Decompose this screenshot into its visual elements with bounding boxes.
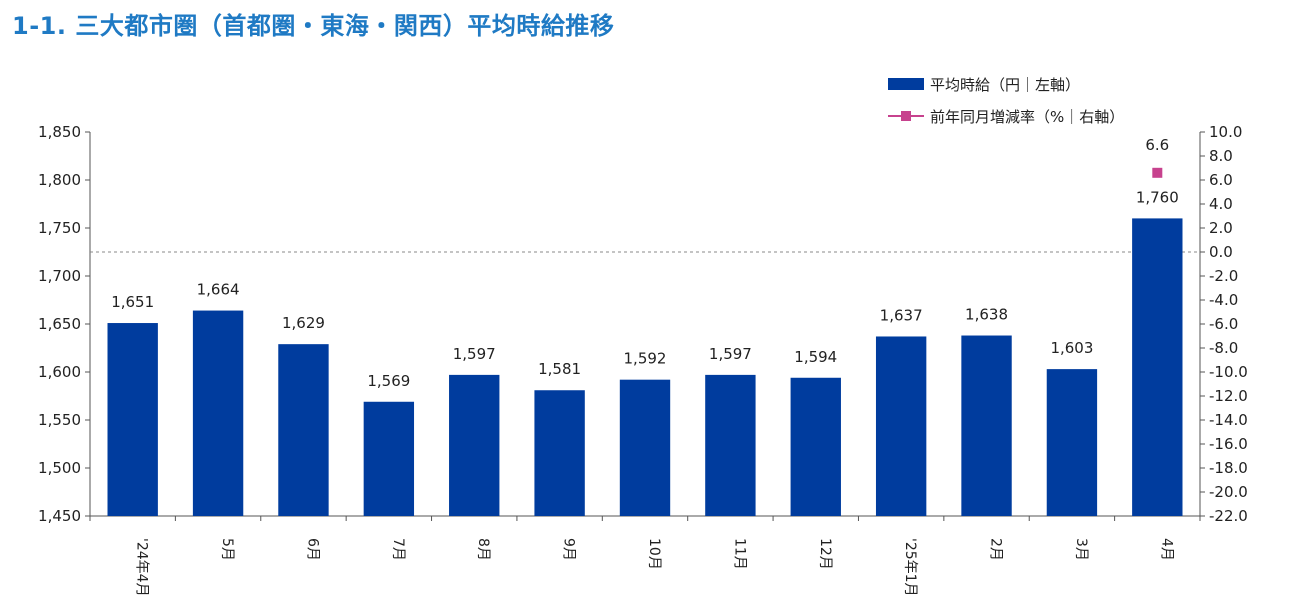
left-tick-label: 1,750 [38, 219, 81, 237]
bar [1046, 369, 1098, 516]
legend-item-bar: 平均時給（円｜左軸） [888, 68, 1124, 100]
x-tick-label: 10月 [646, 538, 662, 570]
right-tick-label: -12.0 [1209, 387, 1248, 405]
rate-marker [1152, 167, 1163, 178]
bar-value-label: 1,760 [1136, 188, 1179, 206]
bar-value-label: 1,581 [538, 360, 581, 378]
bar [363, 401, 415, 516]
legend-bar-label: 平均時給（円｜左軸） [930, 75, 1081, 94]
right-tick-label: -22.0 [1209, 507, 1248, 525]
bar [449, 374, 500, 516]
bar-value-label: 1,651 [111, 293, 154, 311]
x-tick-label: 6月 [304, 538, 320, 561]
legend: 平均時給（円｜左軸） 前年同月増減率（%｜右軸） [888, 68, 1124, 132]
x-tick-label: 12月 [817, 538, 833, 570]
left-tick-label: 1,700 [38, 267, 81, 285]
bar-value-label: 1,664 [197, 281, 240, 299]
left-tick-label: 1,650 [38, 315, 81, 333]
left-tick-label: 1,800 [38, 171, 81, 189]
rate-value-label: 6.6 [1145, 136, 1169, 154]
bar [1132, 218, 1183, 516]
x-tick-label: 7月 [390, 538, 406, 561]
plot-area: 1,850 1,800 1,750 1,700 1,650 1,600 1,550 1,500… [38, 123, 1248, 597]
right-tick-label: 6.0 [1209, 171, 1233, 189]
bar [790, 377, 841, 516]
right-tick-label: -20.0 [1209, 483, 1248, 501]
x-tick-label: '25年1月 [902, 538, 918, 597]
bar-value-label: 1,629 [282, 314, 325, 332]
bar-value-label: 1,638 [965, 306, 1008, 324]
x-tick-label: 8月 [475, 538, 491, 561]
right-tick-label: -4.0 [1209, 291, 1238, 309]
left-tick-label: 1,850 [38, 123, 81, 141]
bar [961, 335, 1012, 516]
legend-line-swatch [888, 110, 924, 122]
legend-bar-swatch [888, 78, 924, 90]
bar-value-label: 1,592 [624, 350, 667, 368]
right-tick-label: -14.0 [1209, 411, 1248, 429]
x-tick-label: 9月 [561, 538, 577, 561]
right-tick-label: 4.0 [1209, 195, 1233, 213]
bar-value-label: 1,603 [1050, 339, 1093, 357]
bar [619, 379, 671, 516]
right-tick-label: -18.0 [1209, 459, 1248, 477]
bar [534, 390, 585, 516]
legend-item-line: 前年同月増減率（%｜右軸） [888, 100, 1124, 132]
bar [192, 310, 244, 516]
x-tick-label: '24年4月 [134, 538, 150, 597]
bar [278, 344, 329, 516]
x-tick-label: 2月 [988, 538, 1004, 561]
left-tick-label: 1,500 [38, 459, 81, 477]
bar-value-label: 1,594 [794, 348, 837, 366]
right-tick-label: 10.0 [1209, 123, 1242, 141]
right-tick-label: -10.0 [1209, 363, 1248, 381]
right-tick-label: -2.0 [1209, 267, 1238, 285]
left-tick-label: 1,450 [38, 507, 81, 525]
bar-value-label: 1,569 [367, 372, 410, 390]
bar [705, 374, 756, 516]
left-tick-label: 1,550 [38, 411, 81, 429]
left-tick-label: 1,600 [38, 363, 81, 381]
bar [107, 323, 158, 516]
right-tick-label: -6.0 [1209, 315, 1238, 333]
page-title: 1-1. 三大都市圏（首都圏・東海・関西）平均時給推移 [12, 12, 615, 40]
right-tick-label: 2.0 [1209, 219, 1233, 237]
x-tick-label: 5月 [219, 538, 235, 561]
right-tick-label: -16.0 [1209, 435, 1248, 453]
x-tick-label: 3月 [1073, 538, 1089, 561]
bar [875, 336, 927, 516]
right-tick-label: 8.0 [1209, 147, 1233, 165]
x-tick-label: 11月 [731, 538, 747, 570]
bar-value-label: 1,637 [880, 306, 923, 324]
right-tick-label: -8.0 [1209, 339, 1238, 357]
x-tick-label: 4月 [1158, 538, 1174, 561]
right-tick-label: 0.0 [1209, 243, 1233, 261]
legend-line-label: 前年同月増減率（%｜右軸） [930, 107, 1125, 126]
bar-value-label: 1,597 [709, 345, 752, 363]
bar-value-label: 1,597 [453, 345, 496, 363]
